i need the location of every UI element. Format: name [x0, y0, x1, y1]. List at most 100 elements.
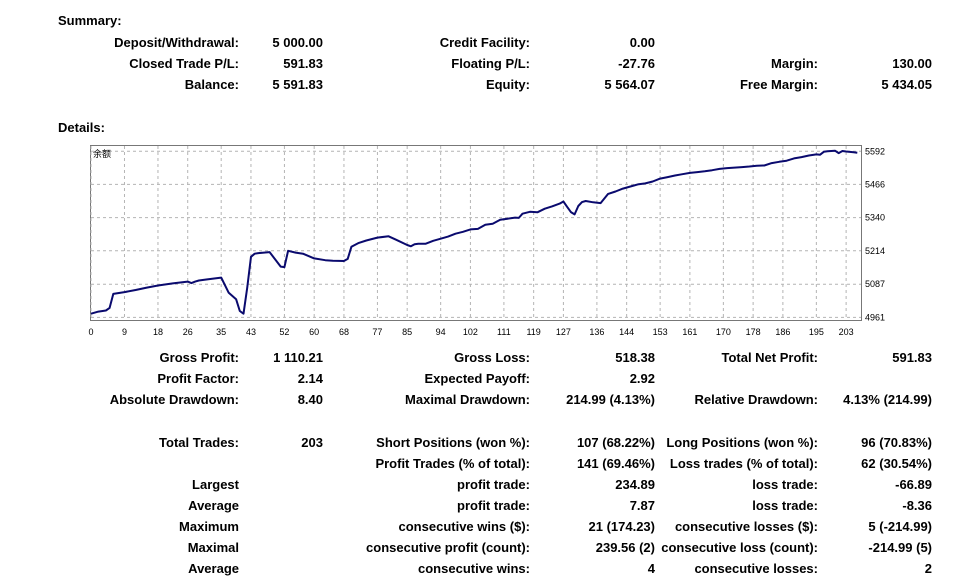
y-tick-label: 5214 — [865, 246, 885, 256]
profit-trades-value: 141 (69.46%) — [576, 456, 655, 471]
average2-label: Average — [188, 561, 239, 576]
total-trades-label: Total Trades: — [159, 435, 239, 450]
avg-loss-label: loss trade: — [752, 498, 818, 513]
gross-loss-label: Gross Loss: — [454, 350, 530, 365]
x-tick-label: 136 — [589, 327, 604, 337]
free-margin-value: 5 434.05 — [881, 77, 932, 92]
max-cons-wins-label: consecutive wins ($): — [398, 519, 530, 534]
balance-chart-svg: 0 9 18 26 35 43 52 60 68 77 85 94 102 111 119 127 136 144… — [88, 146, 885, 337]
x-tick-label: 35 — [216, 327, 226, 337]
closed-pl-label: Closed Trade P/L: — [129, 56, 239, 71]
x-tick-label: 161 — [682, 327, 697, 337]
largest-label: Largest — [192, 477, 239, 492]
credit-value: 0.00 — [629, 35, 655, 50]
max-dd-label: Maximal Drawdown: — [405, 392, 530, 407]
long-value: 96 (70.83%) — [861, 435, 932, 450]
x-tick-label: 178 — [746, 327, 761, 337]
short-value: 107 (68.22%) — [576, 435, 655, 450]
x-tick-label: 119 — [526, 327, 540, 337]
deposit-label: Deposit/Withdrawal: — [114, 35, 239, 50]
x-tick-label: 77 — [372, 327, 382, 337]
total-net-label: Total Net Profit: — [721, 350, 818, 365]
maximum-label: Maximum — [179, 519, 239, 534]
x-tick-label: 9 — [122, 327, 127, 337]
balance-value: 5 591.83 — [272, 77, 323, 92]
credit-label: Credit Facility: — [439, 35, 530, 50]
x-tick-label: 153 — [653, 327, 668, 337]
summary-title: Summary: — [58, 13, 122, 28]
max-cons-losses-label: consecutive losses ($): — [674, 519, 818, 534]
x-tick-label: 26 — [183, 327, 193, 337]
maximal-cons-loss-value: -214.99 (5) — [868, 540, 932, 555]
avg-cons-losses-value: 2 — [924, 561, 932, 576]
legend-label: 余额 — [93, 148, 111, 159]
x-tick-label: 18 — [153, 327, 163, 337]
abs-dd-label: Absolute Drawdown: — [109, 392, 239, 407]
total-trades-value: 203 — [301, 435, 323, 450]
x-tick-label: 127 — [556, 327, 571, 337]
x-tick-label: 203 — [839, 327, 854, 337]
avg-cons-wins-value: 4 — [647, 561, 655, 576]
balance-series-line — [90, 149, 858, 315]
y-tick-label: 4961 — [865, 312, 885, 322]
y-tick-label: 5592 — [865, 146, 885, 156]
equity-value: 5 564.07 — [604, 77, 655, 92]
max-cons-losses-value: 5 (-214.99) — [868, 519, 932, 534]
y-tick-label: 5466 — [865, 179, 885, 189]
closed-pl-value: 591.83 — [283, 56, 323, 71]
maximal-cons-loss-label: consecutive loss (count): — [661, 540, 818, 555]
maximal-cons-profit-value: 239.56 (2) — [595, 540, 655, 555]
gross-profit-value: 1 110.21 — [273, 350, 323, 365]
x-tick-label: 170 — [716, 327, 731, 337]
avg-profit-value: 7.87 — [629, 498, 655, 513]
largest-profit-value: 234.89 — [615, 477, 655, 492]
balance-label: Balance: — [184, 77, 239, 92]
maximal-cons-profit-label: consecutive profit (count): — [366, 540, 530, 555]
equity-label: Equity: — [485, 77, 530, 92]
gross-loss-value: 518.38 — [615, 350, 655, 365]
x-tick-label: 102 — [463, 327, 478, 337]
expected-payoff-label: Expected Payoff: — [424, 371, 530, 386]
loss-trades-value: 62 (30.54%) — [861, 456, 932, 471]
rel-dd-label: Relative Drawdown: — [694, 392, 818, 407]
balance-chart — [90, 145, 862, 321]
x-tick-label: 85 — [402, 327, 412, 337]
average-label: Average — [188, 498, 239, 513]
x-tick-label: 144 — [619, 327, 634, 337]
y-tick-label: 5087 — [865, 279, 885, 289]
max-cons-wins-value: 21 (174.23) — [588, 519, 656, 534]
profit-trades-label: Profit Trades (% of total): — [375, 456, 530, 471]
details-title: Details: — [58, 120, 105, 135]
gross-profit-label: Gross Profit: — [159, 350, 239, 365]
x-tick-label: 60 — [309, 327, 319, 337]
avg-profit-label: profit trade: — [457, 498, 530, 513]
x-tick-label: 43 — [246, 327, 256, 337]
deposit-value: 5 000.00 — [272, 35, 323, 50]
max-dd-value: 214.99 (4.13%) — [566, 392, 655, 407]
x-tick-label: 195 — [809, 327, 824, 337]
floating-value: -27.76 — [618, 56, 655, 71]
free-margin-label: Free Margin: — [739, 77, 818, 92]
x-tick-label: 186 — [775, 327, 790, 337]
avg-loss-value: -8.36 — [902, 498, 932, 513]
abs-dd-value: 8.40 — [297, 392, 323, 407]
maximal-label: Maximal — [187, 540, 239, 555]
x-tick-label: 52 — [279, 327, 289, 337]
margin-label: Margin: — [771, 56, 818, 71]
expected-payoff-value: 2.92 — [629, 371, 655, 386]
x-tick-label: 94 — [436, 327, 446, 337]
total-net-value: 591.83 — [892, 350, 932, 365]
margin-value: 130.00 — [892, 56, 932, 71]
largest-profit-label: profit trade: — [457, 477, 530, 492]
x-tick-label: 111 — [497, 327, 511, 337]
avg-cons-losses-label: consecutive losses: — [694, 561, 818, 576]
avg-cons-wins-label: consecutive wins: — [418, 561, 530, 576]
profit-factor-label: Profit Factor: — [157, 371, 239, 386]
x-tick-label: 68 — [339, 327, 349, 337]
floating-label: Floating P/L: — [451, 56, 530, 71]
y-tick-label: 5340 — [865, 213, 885, 223]
rel-dd-value: 4.13% (214.99) — [843, 392, 932, 407]
loss-trades-label: Loss trades (% of total): — [669, 456, 818, 471]
largest-loss-value: -66.89 — [895, 477, 932, 492]
x-tick-label: 0 — [88, 327, 93, 337]
